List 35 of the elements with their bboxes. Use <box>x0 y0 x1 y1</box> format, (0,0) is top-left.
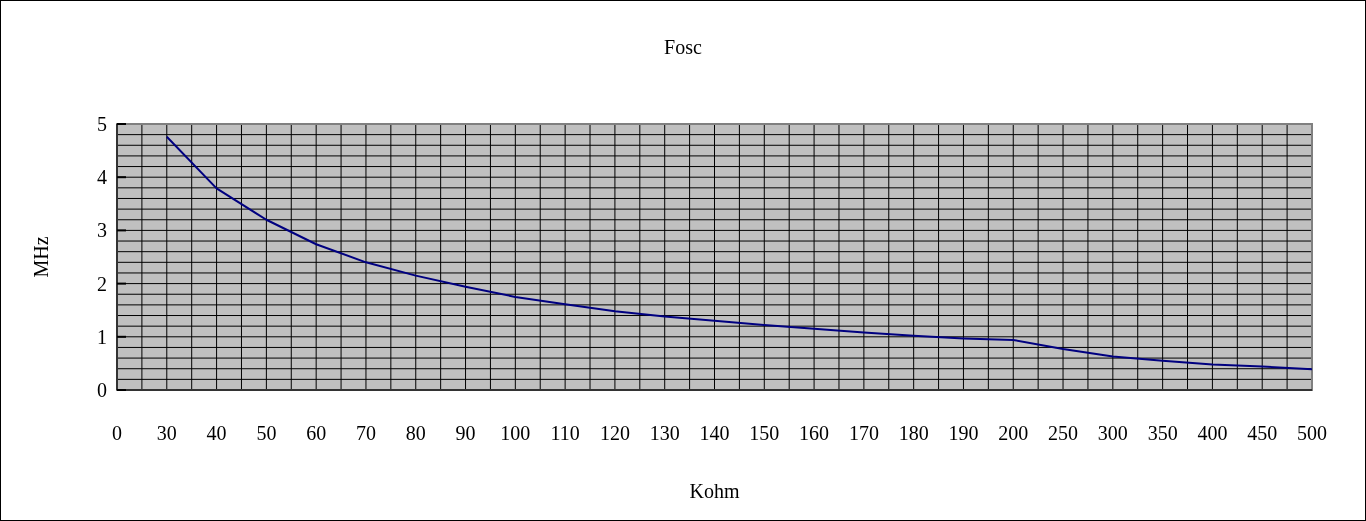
x-tick-label: 160 <box>799 422 830 444</box>
x-tick-label: 450 <box>1247 422 1278 444</box>
x-tick-label: 500 <box>1297 422 1327 444</box>
chart-title: Fosc <box>664 36 703 58</box>
x-tick-label: 170 <box>848 422 879 444</box>
x-tick-label: 300 <box>1097 422 1128 444</box>
y-tick-label: 0 <box>97 379 107 401</box>
y-axis-title: MHz <box>30 236 52 278</box>
y-tick-label: 4 <box>97 166 107 189</box>
x-tick-label: 350 <box>1147 422 1178 444</box>
x-tick-label: 0 <box>112 422 122 444</box>
x-axis-title: Kohm <box>689 480 740 502</box>
x-tick-label: 140 <box>699 422 730 444</box>
x-tick-label: 80 <box>405 422 426 444</box>
x-tick-label: 250 <box>1048 422 1079 444</box>
x-tick-label: 100 <box>500 422 531 444</box>
x-tick-label: 30 <box>156 422 177 444</box>
y-tick-label: 5 <box>97 113 107 135</box>
x-tick-label: 70 <box>355 422 376 444</box>
y-tick-label: 3 <box>97 219 107 242</box>
y-tick-label: 2 <box>97 272 107 295</box>
x-tick-label: 90 <box>455 422 476 444</box>
x-tick-label: 120 <box>599 422 630 444</box>
x-tick-label: 60 <box>306 422 327 444</box>
x-tick-label: 400 <box>1197 422 1228 444</box>
y-tick-label: 1 <box>97 325 107 348</box>
x-tick-label: 180 <box>898 422 929 444</box>
x-tick-label: 50 <box>256 422 277 444</box>
line-series <box>165 135 1313 371</box>
x-tick-label: 110 <box>550 422 580 444</box>
x-tick-label: 40 <box>206 422 227 444</box>
x-tick-label: 200 <box>998 422 1029 444</box>
x-tick-label: 150 <box>749 422 780 444</box>
x-tick-label: 190 <box>948 422 979 444</box>
x-tick-label: 130 <box>649 422 680 444</box>
